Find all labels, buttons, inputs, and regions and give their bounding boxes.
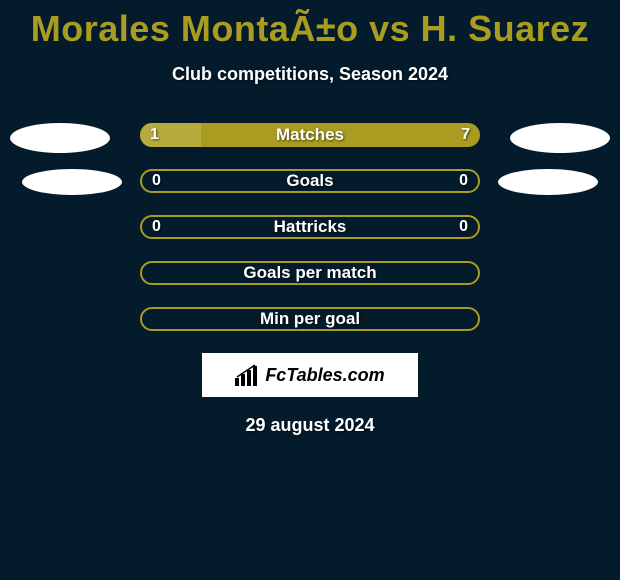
stat-row: Goals0 0 bbox=[0, 169, 620, 193]
stat-label: Goals bbox=[142, 169, 478, 193]
stat-row: Goals per match bbox=[0, 261, 620, 285]
stat-row: Min per goal bbox=[0, 307, 620, 331]
page-subtitle: Club competitions, Season 2024 bbox=[0, 64, 620, 85]
stat-value-left: 1 bbox=[150, 123, 159, 147]
stat-label: Matches bbox=[140, 123, 480, 147]
stat-label: Min per goal bbox=[142, 307, 478, 331]
footer-date: 29 august 2024 bbox=[0, 415, 620, 436]
stat-value-left: 0 bbox=[152, 215, 161, 239]
stat-label: Hattricks bbox=[142, 215, 478, 239]
stats-block: Matches17Goals00Hattricks00Goals per mat… bbox=[0, 123, 620, 331]
logo-text: FcTables.com bbox=[265, 365, 384, 386]
stat-value-right: 0 bbox=[459, 215, 468, 239]
stat-value-right: 0 bbox=[459, 169, 468, 193]
stat-label: Goals per match bbox=[142, 261, 478, 285]
stat-bar: Matches1 7 bbox=[140, 123, 480, 147]
stat-value-left: 0 bbox=[152, 169, 161, 193]
stat-row: Hattricks0 0 bbox=[0, 215, 620, 239]
stat-bar: Goals0 0 bbox=[140, 169, 480, 193]
stat-bar: Hattricks0 0 bbox=[140, 215, 480, 239]
stat-value-right: 7 bbox=[461, 123, 470, 147]
fctables-icon bbox=[235, 364, 261, 386]
stat-row: Matches1 7 bbox=[0, 123, 620, 147]
logo-badge: FcTables.com bbox=[202, 353, 418, 397]
stat-bar: Min per goal bbox=[140, 307, 480, 331]
comparison-card: Morales MontaÃ±o vs H. Suarez Club compe… bbox=[0, 0, 620, 580]
stat-bar: Goals per match bbox=[140, 261, 480, 285]
page-title: Morales MontaÃ±o vs H. Suarez bbox=[0, 0, 620, 50]
